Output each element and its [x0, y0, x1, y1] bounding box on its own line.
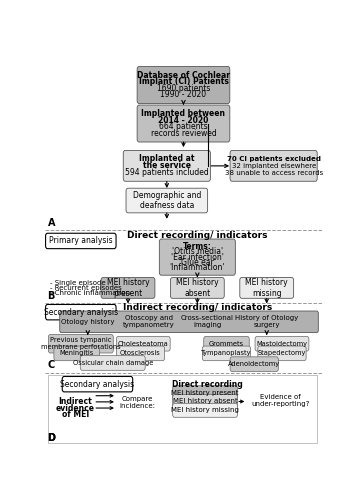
- Text: Implanted between: Implanted between: [141, 109, 226, 118]
- Text: evidence: evidence: [56, 404, 95, 412]
- FancyBboxPatch shape: [60, 311, 318, 332]
- FancyBboxPatch shape: [258, 346, 306, 360]
- Text: MEI history
present: MEI history present: [107, 278, 149, 297]
- Text: 594 patients included: 594 patients included: [125, 168, 209, 177]
- Text: Secondary analysis: Secondary analysis: [61, 380, 135, 388]
- Text: 70 CI patients excluded: 70 CI patients excluded: [227, 156, 321, 162]
- FancyBboxPatch shape: [202, 346, 251, 360]
- FancyBboxPatch shape: [116, 336, 170, 351]
- Text: Implanted at: Implanted at: [139, 154, 195, 164]
- Text: 'Ear infection': 'Ear infection': [171, 252, 224, 262]
- FancyBboxPatch shape: [173, 386, 238, 400]
- FancyBboxPatch shape: [173, 404, 238, 417]
- FancyBboxPatch shape: [240, 278, 294, 298]
- Text: D: D: [48, 432, 55, 442]
- FancyBboxPatch shape: [204, 336, 249, 351]
- FancyBboxPatch shape: [230, 357, 279, 372]
- FancyBboxPatch shape: [101, 278, 155, 298]
- FancyBboxPatch shape: [230, 150, 317, 182]
- Text: Tympanoplasty: Tympanoplasty: [201, 350, 252, 356]
- Text: Adenoidectomy: Adenoidectomy: [228, 361, 280, 367]
- Text: Grommets: Grommets: [209, 340, 244, 346]
- Text: Direct recording: Direct recording: [172, 380, 242, 388]
- FancyBboxPatch shape: [116, 346, 165, 360]
- FancyBboxPatch shape: [137, 66, 230, 104]
- FancyBboxPatch shape: [45, 233, 116, 248]
- Text: Otoscopy and
tympanometry: Otoscopy and tympanometry: [123, 316, 175, 328]
- Text: 664 patients: 664 patients: [159, 122, 208, 132]
- Text: Direct recording/ indicators: Direct recording/ indicators: [127, 230, 267, 239]
- Text: B: B: [48, 291, 55, 301]
- Text: MEI history missing: MEI history missing: [171, 408, 239, 414]
- Text: Ossicular chain damage: Ossicular chain damage: [73, 360, 153, 366]
- Text: A: A: [48, 218, 55, 228]
- Text: Indirect recording/ indicators: Indirect recording/ indicators: [123, 304, 272, 312]
- Text: 38 unable to access records: 38 unable to access records: [224, 170, 323, 176]
- Text: Evidence of
under-reporting?: Evidence of under-reporting?: [251, 394, 310, 407]
- Text: the service: the service: [143, 162, 191, 170]
- Text: Primary analysis: Primary analysis: [49, 236, 113, 246]
- Text: Otology history: Otology history: [61, 319, 115, 325]
- Text: History of Otology
surgery: History of Otology surgery: [235, 316, 298, 328]
- Text: records reviewed: records reviewed: [151, 129, 216, 138]
- Text: - Single episode: - Single episode: [50, 280, 106, 285]
- Text: 'Otitis media': 'Otitis media': [172, 248, 223, 256]
- Text: MEI history present: MEI history present: [171, 390, 239, 396]
- Text: Terms:: Terms:: [183, 242, 212, 251]
- FancyBboxPatch shape: [173, 394, 238, 408]
- FancyBboxPatch shape: [126, 188, 208, 213]
- Text: Database of Cochlear: Database of Cochlear: [137, 70, 230, 80]
- Text: 32 implanted elsewhere: 32 implanted elsewhere: [232, 163, 316, 169]
- Text: Cross-sectional
imaging: Cross-sectional imaging: [180, 316, 233, 328]
- FancyBboxPatch shape: [80, 356, 145, 370]
- Text: C: C: [48, 360, 55, 370]
- FancyBboxPatch shape: [54, 346, 100, 360]
- Text: Otosclerosis: Otosclerosis: [120, 350, 161, 356]
- Text: 'Glue ear': 'Glue ear': [179, 258, 216, 267]
- Text: MEI history
missing: MEI history missing: [245, 278, 288, 297]
- Text: Meningitis: Meningitis: [59, 350, 94, 356]
- FancyBboxPatch shape: [48, 334, 113, 353]
- Text: Previous tympanic
membrane perforations: Previous tympanic membrane perforations: [41, 337, 121, 350]
- Text: 1690 patients: 1690 patients: [157, 84, 210, 93]
- FancyBboxPatch shape: [45, 304, 116, 320]
- Text: Mastoidectomy: Mastoidectomy: [256, 340, 308, 346]
- FancyBboxPatch shape: [137, 105, 230, 142]
- Text: - Chronic inflammation: - Chronic inflammation: [50, 290, 130, 296]
- Text: Indirect: Indirect: [58, 398, 92, 406]
- FancyBboxPatch shape: [255, 336, 309, 351]
- Text: MEI history absent: MEI history absent: [173, 398, 237, 404]
- Text: MEI history
absent: MEI history absent: [176, 278, 219, 297]
- FancyBboxPatch shape: [159, 239, 235, 275]
- Text: Demographic and
deafness data: Demographic and deafness data: [133, 191, 201, 210]
- Text: Cholesteatoma: Cholesteatoma: [118, 340, 169, 346]
- Text: 'Inflammation': 'Inflammation': [170, 263, 225, 272]
- Text: Implant (CI) Patients: Implant (CI) Patients: [139, 77, 228, 86]
- Text: of MEI: of MEI: [62, 410, 89, 418]
- Text: Compare
incidence:: Compare incidence:: [120, 396, 156, 409]
- FancyBboxPatch shape: [123, 150, 211, 182]
- FancyBboxPatch shape: [170, 278, 224, 298]
- Text: Stapedectomy: Stapedectomy: [258, 350, 306, 356]
- Text: - Recurrent episodes: - Recurrent episodes: [50, 285, 122, 291]
- Text: 1990 - 2020: 1990 - 2020: [160, 90, 207, 100]
- Text: Secondary analysis: Secondary analysis: [44, 308, 118, 316]
- FancyBboxPatch shape: [62, 376, 133, 392]
- Text: D: D: [48, 433, 55, 443]
- Text: 2014 - 2020: 2014 - 2020: [158, 116, 209, 124]
